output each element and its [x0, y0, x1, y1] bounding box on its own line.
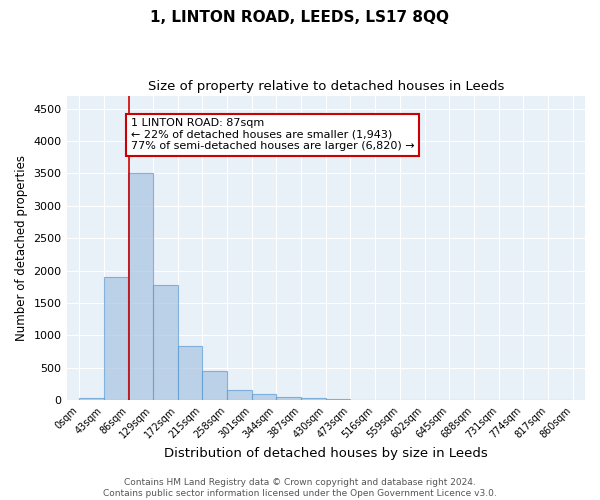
- Bar: [104, 277, 128, 400]
- Bar: [252, 394, 277, 400]
- Text: 1 LINTON ROAD: 87sqm
← 22% of detached houses are smaller (1,943)
77% of semi-de: 1 LINTON ROAD: 87sqm ← 22% of detached h…: [131, 118, 414, 152]
- Bar: [178, 346, 202, 401]
- Bar: [227, 390, 252, 400]
- Bar: [301, 398, 326, 400]
- Bar: [128, 174, 153, 400]
- X-axis label: Distribution of detached houses by size in Leeds: Distribution of detached houses by size …: [164, 447, 488, 460]
- Bar: [277, 397, 301, 400]
- Y-axis label: Number of detached properties: Number of detached properties: [15, 155, 28, 341]
- Bar: [202, 371, 227, 400]
- Bar: [153, 285, 178, 401]
- Text: 1, LINTON ROAD, LEEDS, LS17 8QQ: 1, LINTON ROAD, LEEDS, LS17 8QQ: [151, 10, 449, 25]
- Bar: [326, 399, 350, 400]
- Title: Size of property relative to detached houses in Leeds: Size of property relative to detached ho…: [148, 80, 504, 93]
- Bar: [79, 398, 104, 400]
- Text: Contains HM Land Registry data © Crown copyright and database right 2024.
Contai: Contains HM Land Registry data © Crown c…: [103, 478, 497, 498]
